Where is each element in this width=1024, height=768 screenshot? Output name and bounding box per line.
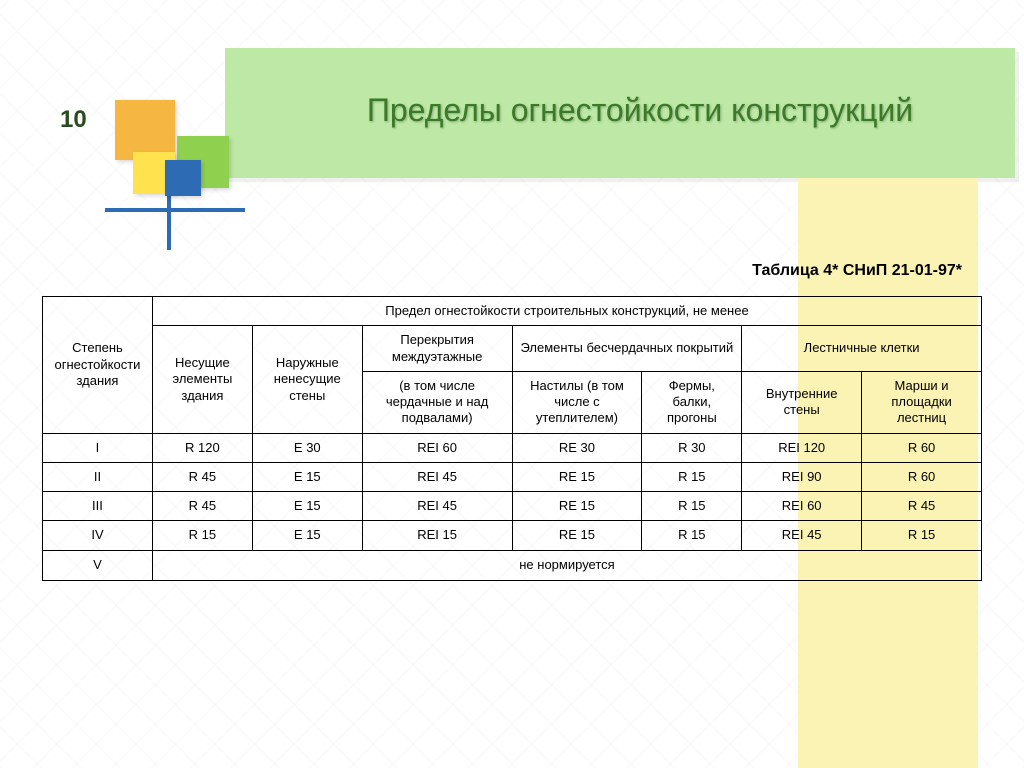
cell: RE 30 bbox=[512, 433, 642, 462]
col-subheader-trusses: Фермы, балки, прогоны bbox=[642, 371, 742, 433]
table-caption: Таблица 4* СНиП 21-01-97* bbox=[752, 262, 962, 280]
cell: REI 60 bbox=[742, 492, 862, 521]
cell: R 60 bbox=[862, 462, 982, 491]
slide-number: 10 bbox=[60, 106, 87, 134]
cell-not-normalized: не нормируется bbox=[152, 550, 981, 580]
cell: R 120 bbox=[152, 433, 252, 462]
cell: R 15 bbox=[642, 521, 742, 550]
cell-degree: IV bbox=[43, 521, 153, 550]
col-header-floors: Перекрытия междуэтажные bbox=[362, 326, 512, 372]
col-subheader-decking: Настилы (в том числе с утеплителем) bbox=[512, 371, 642, 433]
cell: R 15 bbox=[862, 521, 982, 550]
table-row: I R 120 Е 30 REI 60 RE 30 R 30 REI 120 R… bbox=[43, 433, 982, 462]
cell-degree: V bbox=[43, 550, 153, 580]
slide-title: Пределы огнестойкости конструкций bbox=[300, 92, 980, 129]
cell: REI 45 bbox=[742, 521, 862, 550]
cell: R 15 bbox=[642, 462, 742, 491]
col-header-degree: Степень огнестойкости здания bbox=[43, 297, 153, 434]
cell: R 45 bbox=[152, 492, 252, 521]
col-subheader-inner-walls: Внутренние стены bbox=[742, 371, 862, 433]
cell: R 15 bbox=[152, 521, 252, 550]
cell: REI 45 bbox=[362, 492, 512, 521]
cell: REI 90 bbox=[742, 462, 862, 491]
cell: Е 30 bbox=[252, 433, 362, 462]
cell-degree: II bbox=[43, 462, 153, 491]
table-row: III R 45 Е 15 REI 45 RE 15 R 15 REI 60 R… bbox=[43, 492, 982, 521]
col-subheader-floors-note: (в том числе чердачные и над подвалами) bbox=[362, 371, 512, 433]
cell: R 60 bbox=[862, 433, 982, 462]
col-header-stairs: Лестничные клетки bbox=[742, 326, 982, 372]
cell: REI 60 bbox=[362, 433, 512, 462]
cell: REI 45 bbox=[362, 462, 512, 491]
cell: Е 15 bbox=[252, 492, 362, 521]
cell: R 45 bbox=[862, 492, 982, 521]
cell: R 30 bbox=[642, 433, 742, 462]
cell: Е 15 bbox=[252, 462, 362, 491]
cell: RE 15 bbox=[512, 521, 642, 550]
cell: REI 120 bbox=[742, 433, 862, 462]
table-row-last: V не нормируется bbox=[43, 550, 982, 580]
cell: REI 15 bbox=[362, 521, 512, 550]
col-header-atticless: Элементы бесчердачных покрытий bbox=[512, 326, 742, 372]
top-header: Предел огнестойкости строительных констр… bbox=[152, 297, 981, 326]
col-header-bearing: Несущие элементы здания bbox=[152, 326, 252, 433]
cell-degree: I bbox=[43, 433, 153, 462]
table-row: II R 45 Е 15 REI 45 RE 15 R 15 REI 90 R … bbox=[43, 462, 982, 491]
cell: R 15 bbox=[642, 492, 742, 521]
cell: RE 15 bbox=[512, 462, 642, 491]
cell: Е 15 bbox=[252, 521, 362, 550]
cell: R 45 bbox=[152, 462, 252, 491]
col-header-outer-walls: Наружные ненесущие стены bbox=[252, 326, 362, 433]
cell-degree: III bbox=[43, 492, 153, 521]
col-subheader-flights: Марши и площадки лестниц bbox=[862, 371, 982, 433]
table-row: IV R 15 Е 15 REI 15 RE 15 R 15 REI 45 R … bbox=[43, 521, 982, 550]
fire-resistance-table: Степень огнестойкости здания Предел огне… bbox=[42, 296, 982, 581]
cell: RE 15 bbox=[512, 492, 642, 521]
decorative-squares bbox=[105, 90, 245, 210]
